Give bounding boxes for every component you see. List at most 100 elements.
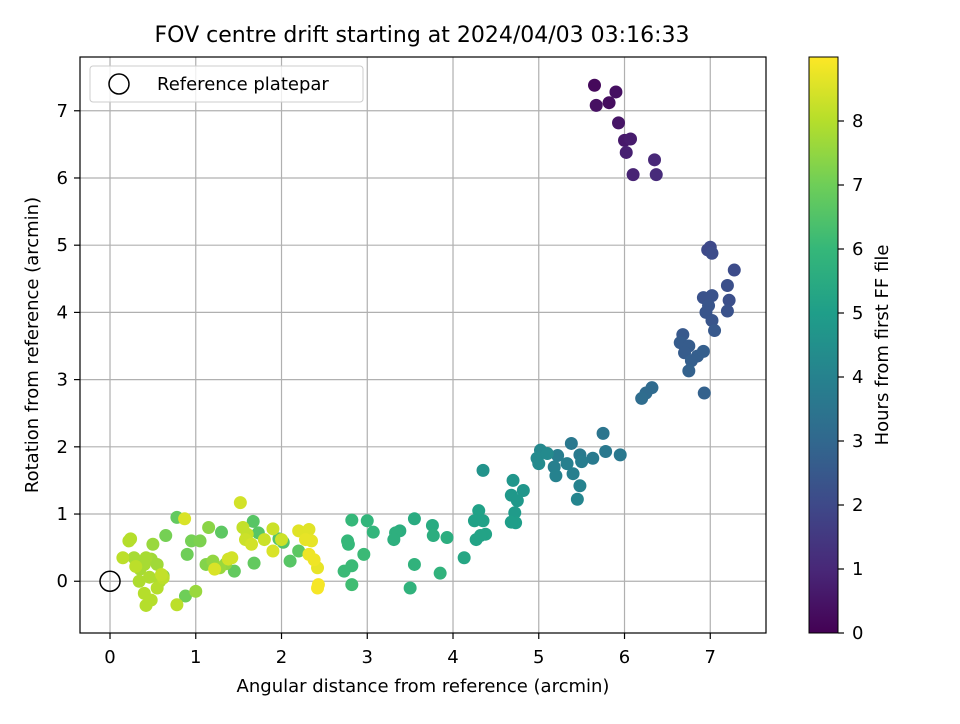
y-tick-label: 3 [57, 370, 68, 391]
scatter-point [599, 445, 613, 459]
scatter-point [506, 473, 520, 487]
reference-point-marker [99, 570, 121, 592]
colorbar-tick-label: 8 [852, 111, 863, 132]
scatter-point [292, 524, 306, 538]
scatter-point [457, 551, 471, 565]
scatter-point [613, 448, 627, 462]
scatter-point [570, 492, 584, 506]
scatter-point [510, 494, 524, 508]
x-tick-label: 2 [276, 647, 287, 668]
scatter-point [257, 533, 271, 547]
y-tick-label: 6 [57, 168, 68, 189]
scatter-point [609, 85, 623, 99]
scatter-point [564, 436, 578, 450]
scatter-point [170, 598, 184, 612]
scatter-point [275, 533, 289, 547]
scatter-point [180, 547, 194, 561]
scatter-point [302, 522, 316, 536]
scatter-point [540, 447, 554, 461]
colorbar-tick-label: 2 [852, 495, 863, 516]
scatter-point [345, 513, 359, 527]
scatter-point [560, 457, 574, 471]
scatter-point [602, 96, 616, 110]
colorbar-tick-label: 0 [852, 623, 863, 644]
y-tick-label: 4 [57, 302, 68, 323]
scatter-points [116, 78, 741, 612]
x-tick-label: 3 [362, 647, 373, 668]
scatter-point [225, 551, 239, 565]
scatter-point [589, 98, 603, 112]
grid [80, 57, 766, 633]
scatter-point [311, 581, 325, 595]
scatter-point [684, 354, 698, 368]
scatter-point [682, 364, 696, 378]
scatter-point [360, 514, 374, 528]
scatter-point [727, 263, 741, 277]
scatter-point [596, 426, 610, 440]
scatter-point [532, 457, 546, 471]
scatter-point [245, 537, 258, 551]
scatter-point [292, 544, 306, 558]
colorbar-label: Hours from first FF file [872, 245, 893, 446]
scatter-point [129, 559, 143, 573]
scatter-point [150, 581, 164, 595]
x-tick-label: 7 [705, 647, 716, 668]
scatter-point [193, 534, 207, 548]
scatter-point [586, 451, 600, 465]
y-tick-label: 0 [57, 571, 68, 592]
scatter-point [696, 344, 710, 358]
scatter-point [302, 547, 316, 561]
x-tick-label: 0 [104, 647, 115, 668]
scatter-point [178, 589, 192, 603]
legend-entry-reference: Reference platepar [157, 74, 329, 95]
scatter-point [283, 554, 297, 568]
scatter-point [407, 512, 421, 526]
colorbar-tick-label: 5 [852, 303, 863, 324]
scatter-point [357, 547, 371, 561]
scatter-point [516, 484, 530, 498]
y-tick-label: 2 [57, 437, 68, 458]
scatter-point [433, 566, 447, 580]
scatter-point [247, 556, 261, 570]
scatter-point [233, 496, 247, 510]
scatter-point [132, 574, 146, 588]
scatter-point [624, 132, 638, 146]
scatter-point [159, 529, 173, 543]
reference-marker [99, 570, 121, 592]
scatter-point [366, 525, 380, 539]
scatter-point [403, 581, 417, 595]
colorbar-tick-label: 3 [852, 431, 863, 452]
y-axis-ticks: 0 1 2 3 4 5 6 7 [57, 101, 80, 592]
scatter-point [720, 279, 734, 293]
scatter-point [426, 529, 440, 543]
scatter-point [345, 578, 359, 592]
scatter-point [150, 557, 164, 571]
scatter-point [146, 537, 160, 551]
scatter-point [337, 564, 351, 578]
scatter-point [476, 514, 490, 528]
scatter-point [705, 246, 719, 260]
scatter-point [612, 116, 626, 130]
scatter-point [619, 145, 633, 159]
scatter-point [116, 551, 130, 565]
scatter-point [635, 391, 649, 405]
colorbar-tick-label: 7 [852, 175, 863, 196]
y-tick-label: 5 [57, 235, 68, 256]
scatter-point [387, 533, 401, 547]
scatter-point [708, 324, 722, 338]
y-axis-label: Rotation from reference (arcmin) [22, 197, 43, 493]
colorbar-ticks: 0 1 2 3 4 5 6 7 8 [838, 111, 863, 644]
scatter-point [154, 568, 168, 582]
scatter-point [720, 304, 734, 318]
colorbar-tick-label: 6 [852, 239, 863, 260]
scatter-point [697, 386, 711, 400]
legend-box [89, 65, 364, 103]
scatter-point [476, 463, 490, 477]
x-axis-ticks: 0 1 2 3 4 5 6 7 [104, 633, 716, 668]
scatter-point [705, 289, 719, 303]
scatter-point [124, 532, 138, 546]
scatter-point [566, 467, 580, 481]
scatter-point [551, 449, 565, 463]
